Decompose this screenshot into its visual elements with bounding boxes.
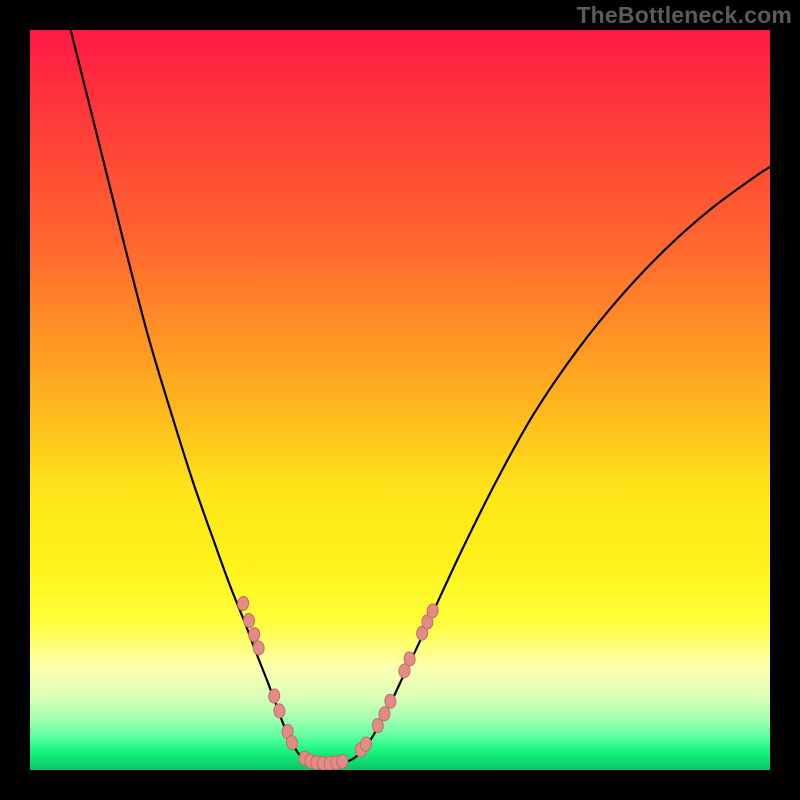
watermark-text: TheBottleneck.com xyxy=(576,2,792,29)
plot-area xyxy=(30,30,770,770)
gradient-background xyxy=(30,30,770,770)
plot-svg xyxy=(30,30,770,770)
outer-frame: TheBottleneck.com xyxy=(0,0,800,800)
